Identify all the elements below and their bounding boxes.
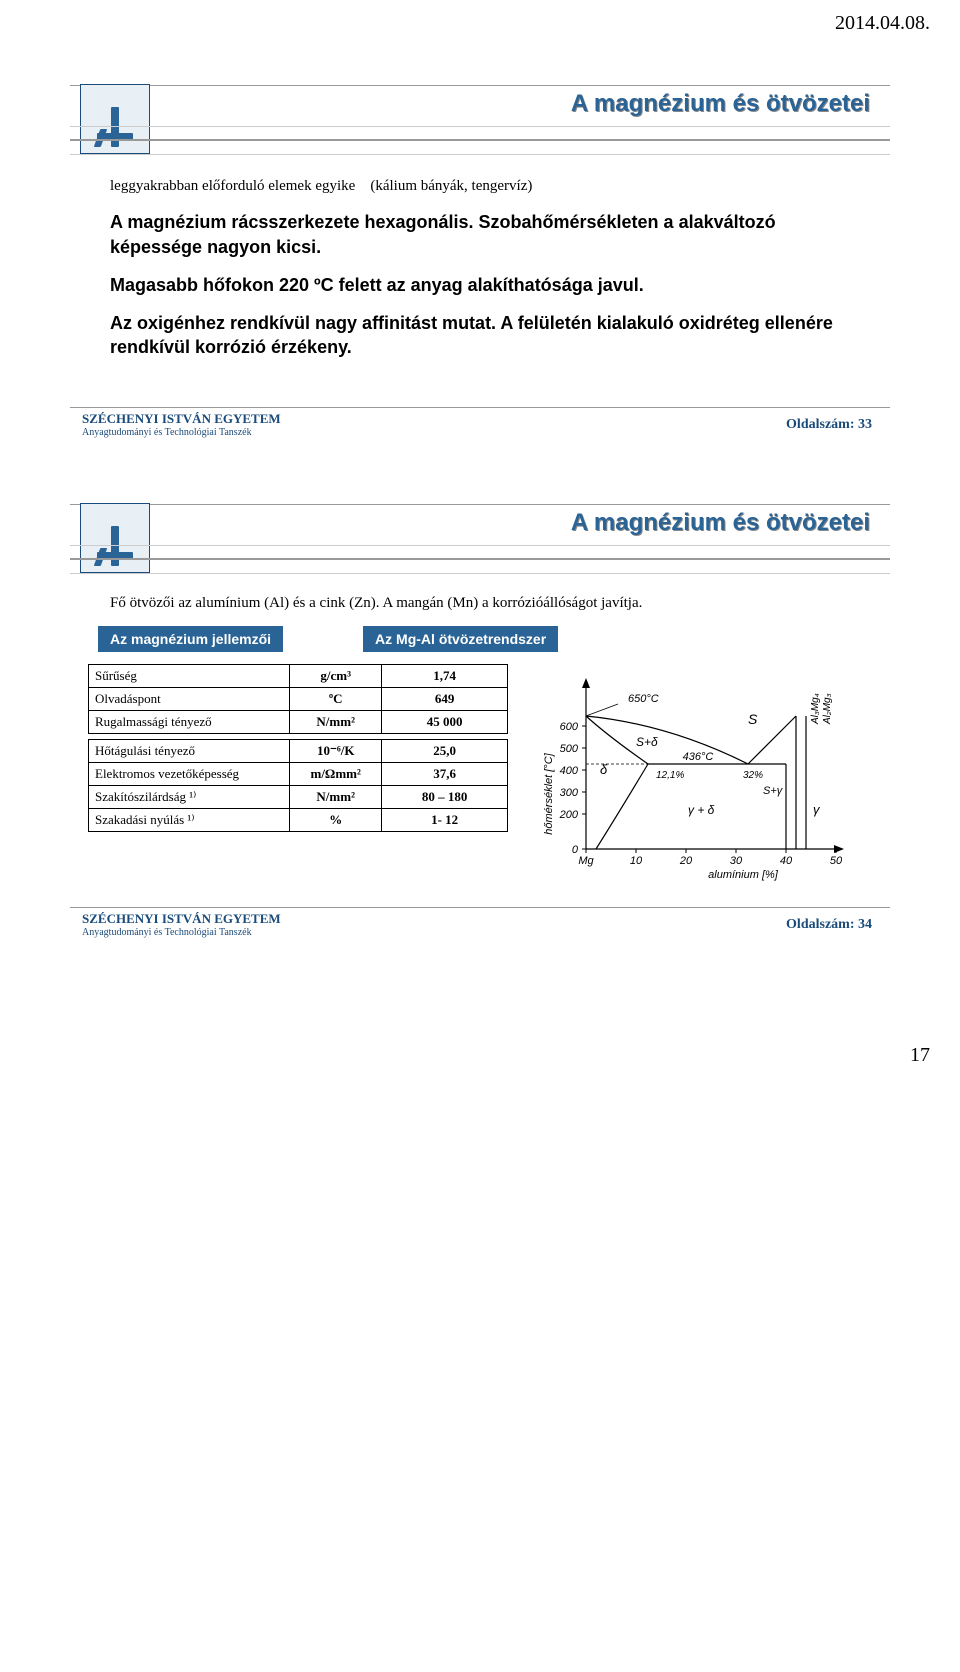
svg-text:Al₂Mg₃: Al₂Mg₃ [822,693,833,725]
phase-diagram-chart: 0 200 300 400 500 600 [538,664,858,884]
svg-text:alumínium [%]: alumínium [%] [708,869,779,881]
paragraph-3: Az oxigénhez rendkívül nagy affinitást m… [110,311,850,360]
svg-text:300: 300 [560,787,579,799]
right-section-label: Az Mg-Al ötvözetrendszer [363,626,558,652]
paragraph-2: Magasabb hőfokon 220 ºC felett az anyag … [110,273,850,297]
svg-text:Mg: Mg [578,855,594,867]
svg-text:40: 40 [780,855,793,867]
slide-title: A magnézium és ötvözetei [571,90,870,118]
svg-text:Al₃Mg₄: Al₃Mg₄ [810,693,821,725]
slide-title: A magnézium és ötvözetei [571,509,870,537]
table-row: Sűrűségg/cm³1,74 [89,664,508,687]
intro-prefix: leggyakrabban előforduló elemek egyike [110,178,355,194]
footer-page-number: Oldalszám: 33 [786,417,872,433]
svg-text:12,1%: 12,1% [656,770,684,781]
svg-text:S: S [748,711,758,727]
svg-text:30: 30 [730,855,743,867]
footer-department: Anyagtudományi és Technológiai Tanszék [82,927,281,938]
table-row: Szakadási nyúlás ¹⁾%1- 12 [89,808,508,831]
footer-university: SZÉCHENYI ISTVÁN EGYETEM [82,412,281,426]
svg-text:500: 500 [560,743,579,755]
slide-34: A magnézium és ötvözetei Fő ötvözői az a… [70,504,890,944]
table-row: Rugalmassági tényezőN/mm²45 000 [89,710,508,733]
footer-page-number: Oldalszám: 34 [786,917,872,933]
svg-text:50: 50 [830,855,843,867]
slide-33: A magnézium és ötvözetei leggyakrabban e… [70,85,890,444]
svg-text:S+δ: S+δ [636,735,658,749]
svg-text:20: 20 [679,855,693,867]
paragraph-1: A magnézium rácsszerkezete hexagonális. … [110,210,850,259]
logo-icon [80,84,150,154]
svg-text:S+γ: S+γ [763,785,784,797]
svg-text:32%: 32% [743,770,763,781]
table-row: OlvadáspontºC649 [89,687,508,710]
svg-text:hőmérséklet [°C]: hőmérséklet [°C] [543,752,555,834]
page-number: 17 [0,1004,960,1087]
table-row: Hőtágulási tényező10⁻⁶/K25,0 [89,739,508,762]
table-row: Szakítószilárdság ¹⁾N/mm²80 – 180 [89,785,508,808]
footer-university: SZÉCHENYI ISTVÁN EGYETEM [82,912,281,926]
slide-footer: SZÉCHENYI ISTVÁN EGYETEM Anyagtudományi … [70,407,890,439]
logo-icon [80,503,150,573]
svg-text:436°C: 436°C [683,751,714,763]
intro-paren: (kálium bányák, tengervíz) [370,178,532,194]
footer-department: Anyagtudományi és Technológiai Tanszék [82,427,281,438]
left-section-label: Az magnézium jellemzői [98,626,283,652]
svg-text:δ: δ [600,762,608,777]
svg-text:200: 200 [559,809,579,821]
slide-footer: SZÉCHENYI ISTVÁN EGYETEM Anyagtudományi … [70,907,890,939]
svg-text:10: 10 [630,855,643,867]
properties-table: Sűrűségg/cm³1,74OlvadáspontºC649Rugalmas… [88,664,508,832]
svg-text:γ: γ [813,802,821,817]
date-header: 2014.04.08. [0,0,960,45]
svg-text:400: 400 [560,765,579,777]
table-row: Elektromos vezetőképességm/Ωmm²37,6 [89,762,508,785]
svg-text:600: 600 [560,721,579,733]
slide-body: leggyakrabban előforduló elemek egyike (… [70,86,890,394]
svg-text:650°C: 650°C [628,693,659,705]
svg-text:γ + δ: γ + δ [688,803,715,817]
